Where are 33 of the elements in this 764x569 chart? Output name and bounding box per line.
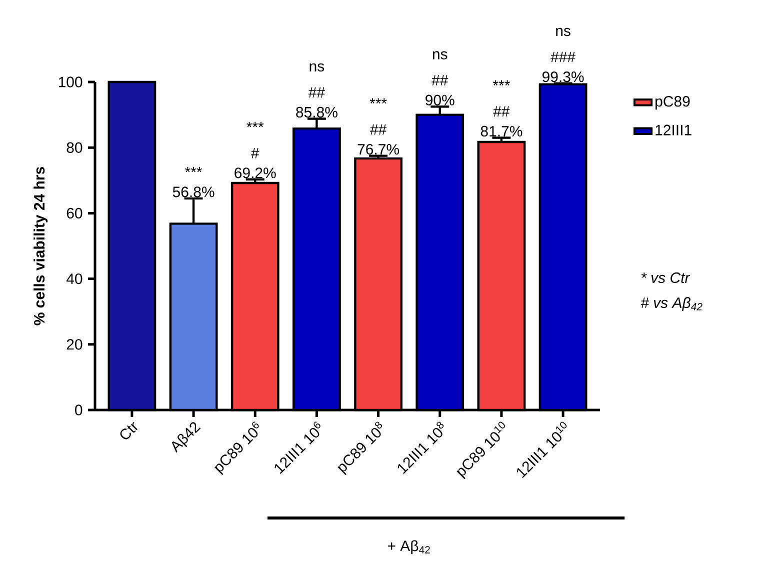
y-tick-label: 20 (66, 339, 82, 350)
y-tick-label: 60 (66, 208, 82, 218)
legend-label: 12III1 (656, 124, 692, 136)
text: + Aβ$_{42}$ (388, 540, 430, 554)
annotation: ## (493, 106, 510, 117)
data-label: 56.8% (172, 186, 214, 198)
annotation: *** (246, 122, 264, 128)
annotation: *** (370, 98, 387, 104)
annotation: *** (185, 166, 202, 172)
data-label: 69.2% (234, 168, 276, 178)
annotation: ## (370, 124, 387, 135)
y-axis-title: % cells viability 24 hrs (34, 167, 48, 326)
legend-label: pC89 (656, 96, 690, 110)
annotation: # (251, 148, 260, 158)
annotation: ## (308, 87, 325, 98)
y-tick-label: 80 (66, 142, 82, 153)
data-label: 99.3% (542, 71, 584, 82)
text: ### (550, 52, 576, 62)
annotation: ## (432, 75, 448, 86)
data-label: 76.7% (358, 144, 400, 155)
y-tick-label: 0 (75, 404, 82, 416)
text: # vs Aβ$_{42}$ (640, 297, 702, 312)
data-label: 90% (426, 94, 454, 106)
data-label: 85.8% (296, 106, 338, 118)
y-tick-label: 40 (66, 273, 82, 284)
text: ns (310, 63, 324, 72)
text: ns (432, 51, 448, 60)
text: ns (556, 28, 570, 36)
y-tick-label: 100 (58, 76, 82, 88)
data-label: 81.7% (480, 126, 522, 137)
text: * vs Ctr (641, 272, 690, 284)
x-tick-label: Ctr (120, 422, 138, 440)
annotation: *** (492, 80, 510, 86)
